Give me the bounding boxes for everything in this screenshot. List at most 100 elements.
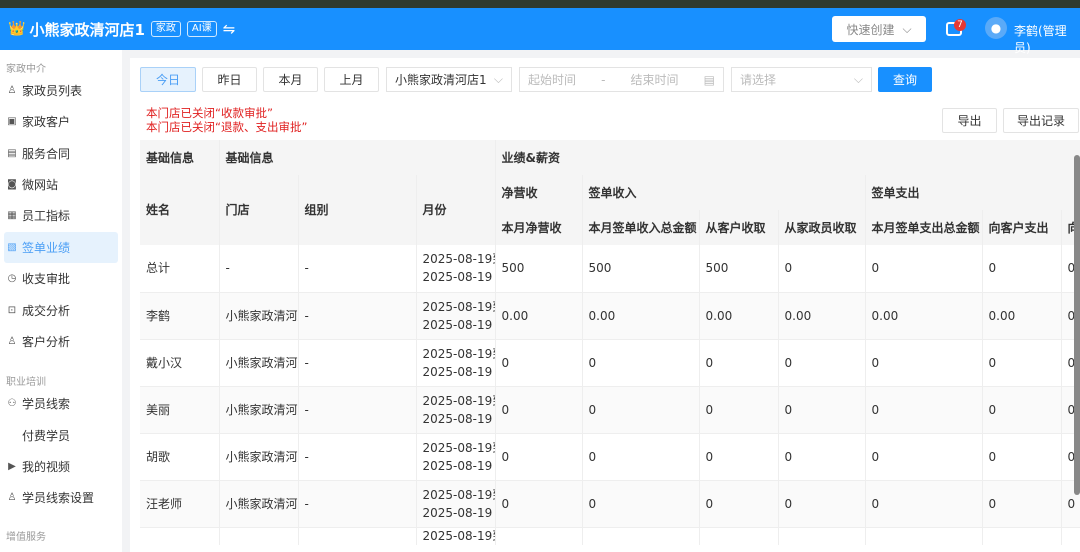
sidebar-item[interactable]: ◙ 微网站: [4, 169, 118, 200]
tag-housekeeping[interactable]: 家政: [150, 21, 181, 37]
table-cell: 小熊家政清河店1: [219, 339, 299, 387]
table-cell: -: [219, 245, 299, 293]
table-cell: 美丽: [140, 386, 220, 434]
column-header: 从客户收取: [699, 210, 779, 245]
sub-group-header: 签单支出: [865, 175, 1080, 210]
table-cell: 0: [582, 480, 700, 528]
table-cell: 0: [865, 245, 983, 293]
table-cell: 0.00: [582, 292, 700, 340]
table-cell: 0: [982, 433, 1062, 481]
table-cell: 0: [778, 339, 866, 387]
table-cell: 0: [495, 433, 583, 481]
sidebar-item-label: 签单业绩: [22, 241, 71, 255]
group-header: 基础信息: [219, 140, 496, 175]
table-cell: -: [298, 339, 417, 387]
sidebar-item-label: 付费学员: [22, 429, 71, 443]
table-cell: 0.00: [865, 292, 983, 340]
sidebar-item[interactable]: ⚇ 学员线索: [4, 388, 118, 419]
tag-ai-course[interactable]: AI课: [186, 21, 217, 37]
group-header: 业绩&薪资: [495, 140, 1080, 175]
export-log-button[interactable]: 导出记录: [1003, 108, 1079, 133]
table-cell: 0.00: [982, 292, 1062, 340]
quick-create-dropdown[interactable]: 快速创建 ⌵: [832, 16, 926, 42]
sidebar-item[interactable]: ⊡ 成交分析: [4, 295, 118, 326]
query-button[interactable]: 查询: [878, 67, 932, 92]
end-time-input[interactable]: 结束时间: [630, 73, 679, 87]
table-cell: 总计: [140, 245, 220, 293]
table-cell: 胡歌: [140, 433, 220, 481]
sidebar-item[interactable]: ♙ 学员线索设置: [4, 482, 118, 513]
table-cell: 2025-08-19到 2025-08-19: [416, 292, 496, 340]
crown-icon: 👑: [8, 21, 26, 37]
table-cell: 0: [778, 480, 866, 528]
sidebar-item-label: 学员线索: [22, 397, 71, 411]
sidebar-item-label: 微网站: [22, 178, 59, 192]
sidebar-item[interactable]: ▧ 签单业绩: [4, 232, 118, 263]
sub-group-header: 签单收入: [582, 175, 866, 210]
table-cell: [298, 527, 417, 545]
table-row[interactable]: 2025-08-19到: [140, 527, 1080, 545]
export-button[interactable]: 导出: [942, 108, 997, 133]
table-cell: 戴小汉: [140, 339, 220, 387]
avatar[interactable]: ●: [985, 17, 1007, 39]
section-label: 家政中介: [6, 64, 46, 75]
user-settings-icon: ♙: [7, 492, 17, 503]
table-cell: 0: [865, 480, 983, 528]
sidebar-item[interactable]: ♙ 家政员列表: [4, 75, 118, 106]
date-range-picker[interactable]: 起始时间 - 结束时间 ▤: [519, 67, 724, 92]
this-month-button[interactable]: 本月: [263, 67, 318, 92]
table-cell: 小熊家政清河店1: [219, 433, 299, 481]
play-icon: ▶: [8, 461, 16, 472]
sidebar-item[interactable]: ▦ 员工指标: [4, 200, 118, 231]
table-cell: [1061, 527, 1080, 545]
table-row[interactable]: 汪老师小熊家政清河店1-2025-08-19到 2025-08-19000000…: [140, 480, 1080, 528]
table-cell: -: [298, 433, 417, 481]
table-cell: 0: [982, 339, 1062, 387]
column-header: 本月签单支出总金额: [865, 210, 983, 245]
table-cell: 0: [778, 245, 866, 293]
section-label: 职业培训: [6, 377, 46, 388]
start-time-input[interactable]: 起始时间: [528, 73, 577, 87]
table-cell: 小熊家政清河店1: [219, 386, 299, 434]
table-cell: [778, 527, 866, 545]
table-cell: 2025-08-19到 2025-08-19: [416, 480, 496, 528]
sidebar-item[interactable]: 付费学员: [4, 420, 118, 451]
sidebar-item[interactable]: ▣ 家政客户: [4, 106, 118, 137]
window-top-strip: [0, 0, 1080, 8]
contact-card-icon: ▣: [7, 116, 17, 127]
website-icon: ◙: [7, 179, 17, 190]
table-cell: 0.00: [495, 292, 583, 340]
app-header: 👑 小熊家政清河店1 家政 AI课 ⇋ 快速创建 ⌵ 7 ● 李鹤(管理员): [0, 8, 1080, 55]
table-row[interactable]: 戴小汉小熊家政清河店1-2025-08-19到 2025-08-19000000…: [140, 339, 1080, 387]
person-icon: ♙: [7, 85, 17, 96]
contract-icon: ▤: [7, 148, 17, 159]
store-select[interactable]: 小熊家政清河店1 ⌵: [386, 67, 512, 92]
sidebar-item[interactable]: ◷ 收支审批: [4, 263, 118, 294]
sidebar-item[interactable]: ▤ 服务合同: [4, 138, 118, 169]
user-name[interactable]: 李鹤(管理员): [1014, 24, 1067, 55]
table-row[interactable]: 李鹤小熊家政清河店1-2025-08-19到 2025-08-190.000.0…: [140, 292, 1080, 340]
table-cell: 小熊家政清河店1: [219, 480, 299, 528]
notice-collection-approval: 本门店已关闭“收款审批”: [146, 106, 273, 120]
table-cell: [140, 527, 220, 545]
sidebar-item-label: 收支审批: [22, 272, 71, 286]
sidebar-item[interactable]: ▶ 我的视频: [4, 451, 118, 482]
vertical-scrollbar[interactable]: [1074, 155, 1080, 495]
table-cell: -: [298, 480, 417, 528]
sidebar-item-label: 我的视频: [22, 460, 71, 474]
table-cell: 0.00: [778, 292, 866, 340]
column-header: 从家政员收取: [778, 210, 866, 245]
today-button[interactable]: 今日: [140, 67, 196, 92]
sidebar-item[interactable]: ♙ 客户分析: [4, 326, 118, 357]
table-cell: 500: [582, 245, 700, 293]
option-select[interactable]: 请选择 ⌵: [731, 67, 872, 92]
switch-icon[interactable]: ⇋: [222, 20, 236, 38]
table-cell: 2025-08-19到 2025-08-19: [416, 386, 496, 434]
table-cell: 0.00: [699, 292, 779, 340]
range-separator: -: [601, 72, 606, 87]
last-month-button[interactable]: 上月: [324, 67, 379, 92]
yesterday-button[interactable]: 昨日: [202, 67, 257, 92]
